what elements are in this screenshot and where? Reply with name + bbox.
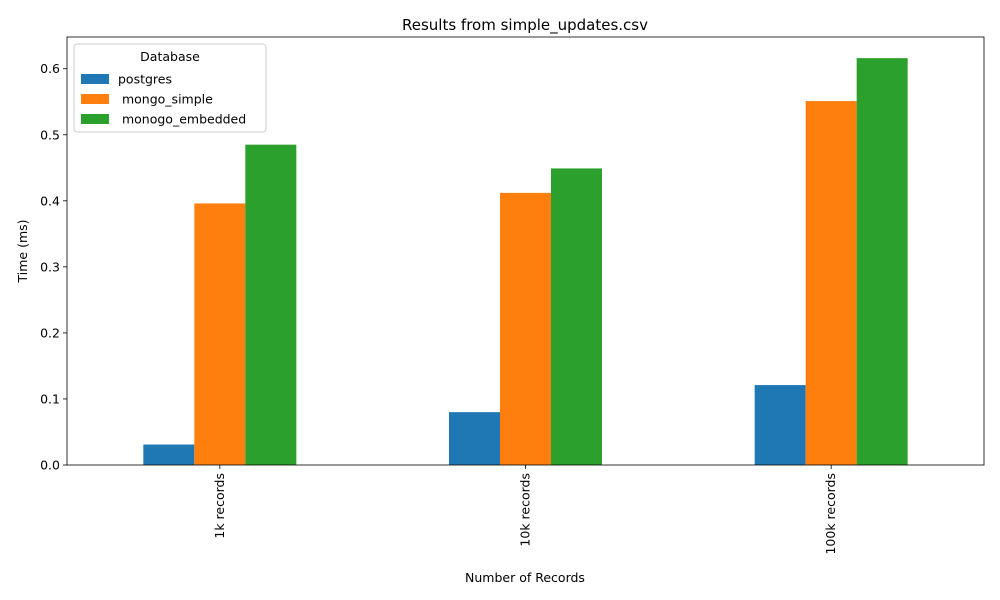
legend-swatch: [81, 74, 109, 84]
x-tick-label: 1k records: [212, 473, 227, 539]
bar: [245, 144, 297, 465]
bar: [805, 101, 857, 465]
bar: [856, 58, 908, 465]
y-tick-label: 0.6: [40, 61, 60, 76]
chart-title: Results from simple_updates.csv: [402, 16, 648, 35]
x-axis-label: Number of Records: [465, 570, 585, 585]
y-axis: 0.0 0.1 0.2 0.3 0.4 0.5 0.6: [40, 61, 67, 473]
legend-entry: mongo_simple: [118, 92, 213, 107]
legend-swatch: [81, 94, 109, 104]
legend-swatch: [81, 114, 109, 124]
x-tick-label: 100k records: [823, 473, 838, 555]
y-tick-label: 0.3: [40, 259, 60, 274]
y-tick-label: 0.0: [40, 458, 60, 473]
legend-title: Database: [140, 49, 200, 64]
bar: [754, 385, 806, 465]
y-tick-label: 0.2: [40, 325, 60, 340]
x-axis: 1k records 10k records 100k records: [212, 465, 838, 555]
bar: [143, 444, 195, 465]
bar: [551, 168, 602, 465]
bar: [500, 192, 551, 466]
legend: Database postgres mongo_simple monogo_emb…: [73, 43, 267, 133]
legend-box: [73, 43, 267, 133]
legend-entry: monogo_embedded: [118, 112, 246, 127]
y-tick-label: 0.4: [40, 193, 60, 208]
bar: [449, 412, 500, 465]
legend-entry: postgres: [118, 72, 172, 87]
bar: [194, 203, 246, 465]
x-tick-label: 10k records: [518, 473, 533, 547]
y-axis-label: Time (ms): [15, 219, 30, 283]
plot-area: [66, 36, 985, 466]
y-tick-label: 0.1: [40, 391, 60, 406]
y-tick-label: 0.5: [40, 127, 60, 142]
